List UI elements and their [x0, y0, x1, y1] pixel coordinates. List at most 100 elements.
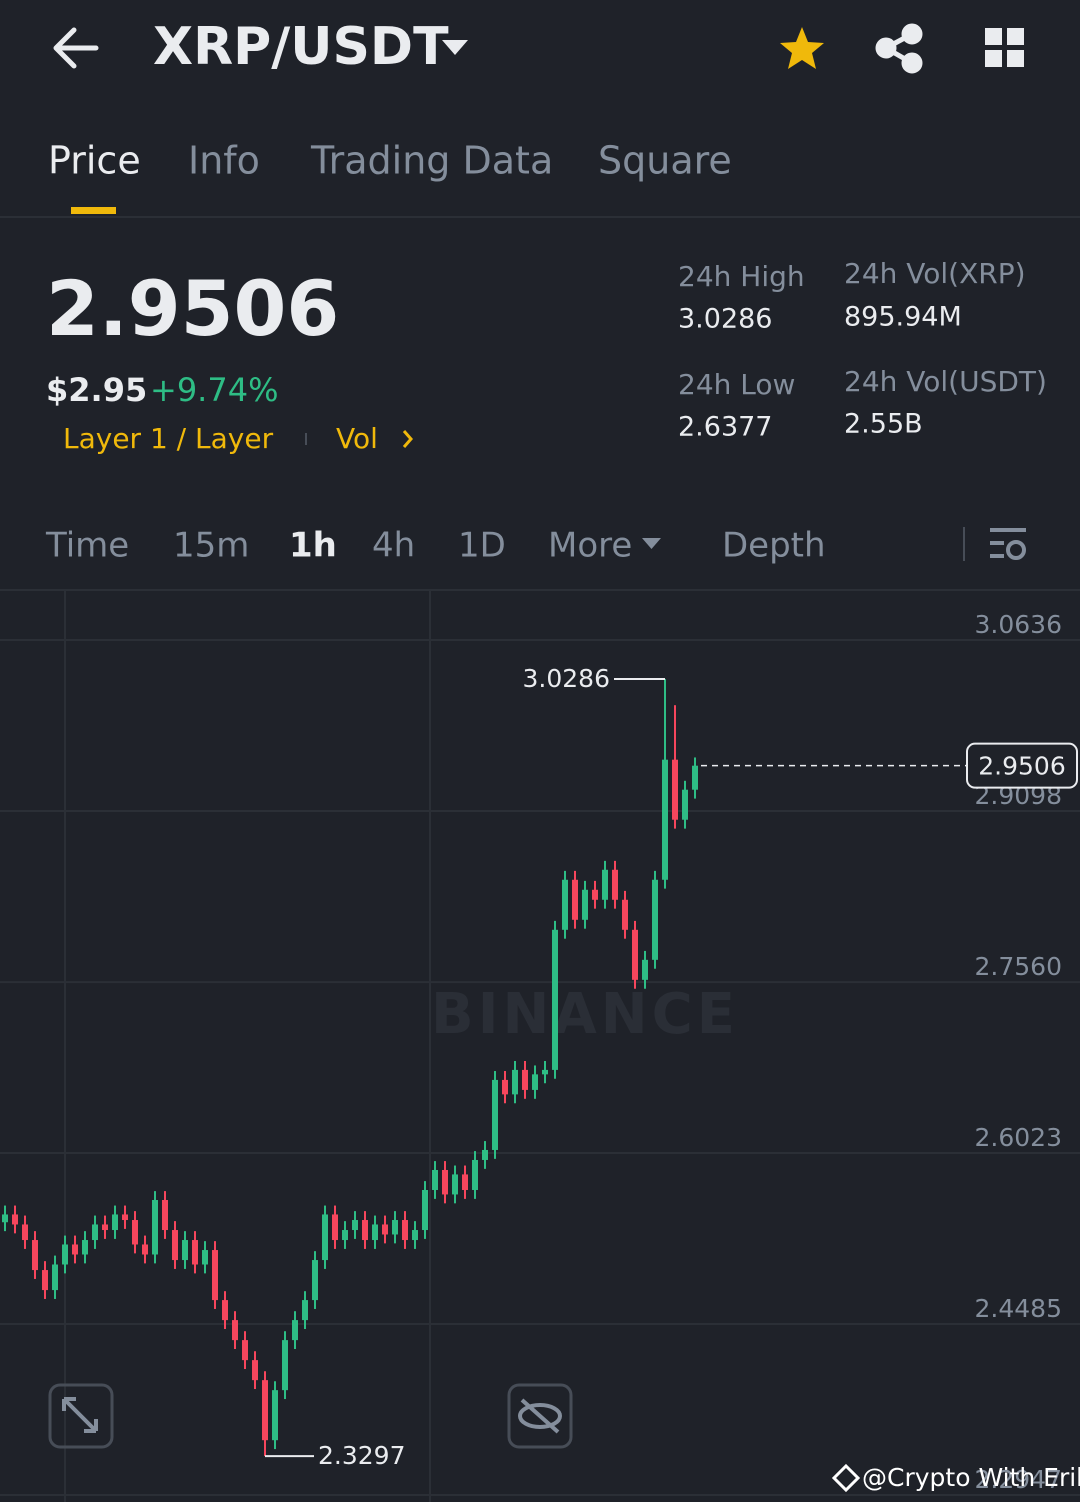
stat-value: 2.6377 — [678, 412, 772, 443]
high-annotation: 3.0286 — [523, 664, 610, 693]
tab[interactable]: Trading Data — [310, 139, 553, 183]
candle-body — [2, 1214, 8, 1223]
candle-body — [202, 1250, 208, 1265]
separator — [963, 527, 965, 561]
candle-body — [292, 1320, 298, 1341]
last-price-tag — [966, 742, 1078, 789]
candle-body — [312, 1260, 318, 1301]
usd-price: $2.95 — [46, 371, 147, 409]
candle-body — [382, 1224, 388, 1235]
candle-body — [432, 1169, 438, 1190]
sector-tag[interactable]: Layer 1 / Layer — [63, 422, 274, 455]
separator — [305, 433, 307, 445]
watermark-logo — [831, 1463, 861, 1493]
candle-body — [232, 1320, 238, 1341]
interval[interactable]: 15m — [173, 526, 249, 566]
candle-body — [652, 879, 658, 960]
interval[interactable]: Depth — [722, 526, 826, 566]
candle-body — [112, 1214, 118, 1231]
pair-title[interactable]: XRP/USDT — [153, 17, 449, 77]
share-button[interactable] — [875, 23, 923, 74]
candle-body — [32, 1240, 38, 1271]
candle-body — [92, 1224, 98, 1241]
candle-body — [452, 1174, 458, 1195]
candle-body — [162, 1200, 168, 1231]
candle-body — [412, 1230, 418, 1241]
back-button[interactable] — [53, 27, 99, 69]
candle-body — [682, 789, 688, 820]
candle-body — [22, 1224, 28, 1241]
candle-body — [552, 929, 558, 1070]
candle-body — [322, 1214, 328, 1261]
chart: BINANCE3.06362.90982.75602.60232.44852.2… — [0, 610, 1080, 1496]
candle-body — [342, 1230, 348, 1241]
last-price-label: 2.9506 — [978, 752, 1065, 781]
candle-body — [522, 1069, 528, 1090]
candle-body — [152, 1200, 158, 1255]
candle-body — [142, 1244, 148, 1255]
interval[interactable]: More — [548, 526, 632, 566]
candle-body — [562, 879, 568, 930]
y-tick-label: 3.0636 — [975, 610, 1062, 639]
y-tick-label: 2.2947 — [975, 1465, 1062, 1494]
interval[interactable]: Time — [45, 526, 129, 566]
candle-body — [502, 1079, 508, 1095]
candle-body — [492, 1079, 498, 1150]
interval[interactable]: 1D — [458, 526, 506, 566]
candle-body — [402, 1220, 408, 1241]
candle-body — [52, 1264, 58, 1291]
footer-watermark: @Crypto With Erik — [862, 1463, 1080, 1492]
candle-body — [362, 1220, 368, 1241]
candle-body — [82, 1240, 88, 1255]
candle-body — [212, 1250, 218, 1301]
favorite-star[interactable] — [780, 27, 824, 69]
candle-body — [672, 759, 678, 820]
interval[interactable]: 4h — [372, 526, 415, 566]
layout-button[interactable] — [985, 28, 1024, 67]
candle-body — [662, 759, 668, 880]
candle-body — [352, 1220, 358, 1231]
candle-body — [132, 1220, 138, 1245]
last-price: 2.9506 — [46, 264, 339, 353]
pair-dropdown[interactable] — [442, 40, 468, 55]
candle-body — [442, 1169, 448, 1195]
candle-body — [282, 1340, 288, 1391]
candle-body — [62, 1244, 68, 1265]
fullscreen-button[interactable] — [48, 1383, 114, 1449]
candle-body — [242, 1340, 248, 1361]
stat-label: 24h Low — [678, 368, 795, 401]
interval[interactable]: 1h — [289, 526, 337, 566]
candle-body — [72, 1244, 78, 1255]
vol-link[interactable]: Vol — [336, 422, 378, 455]
price-change: +9.74% — [150, 371, 278, 409]
y-tick-label: 2.7560 — [975, 952, 1062, 981]
candle-body — [252, 1360, 258, 1381]
candle-body — [102, 1224, 108, 1231]
stat-label: 24h Vol(USDT) — [844, 365, 1047, 398]
hide-button[interactable] — [507, 1383, 573, 1449]
candle-body — [582, 889, 588, 920]
candle-body — [472, 1159, 478, 1190]
candle-body — [262, 1380, 268, 1441]
tab[interactable]: Square — [598, 139, 732, 183]
tab[interactable]: Price — [48, 139, 141, 183]
candle-body — [642, 959, 648, 980]
candle-body — [182, 1240, 188, 1261]
candle-body — [602, 869, 608, 900]
candle-body — [692, 765, 698, 790]
stat-label: 24h High — [678, 260, 805, 293]
candle-body — [302, 1300, 308, 1321]
tab[interactable]: Info — [188, 139, 260, 183]
chart-watermark: BINANCE — [431, 982, 739, 1047]
low-annotation: 2.3297 — [318, 1441, 405, 1470]
more-dropdown[interactable] — [642, 538, 661, 549]
candle-body — [42, 1270, 48, 1291]
chart-settings[interactable] — [990, 528, 1026, 560]
candle-body — [632, 929, 638, 980]
stat-value: 2.55B — [844, 409, 923, 440]
candle-body — [332, 1214, 338, 1241]
candle-body — [122, 1214, 128, 1221]
candle-body — [392, 1220, 398, 1235]
